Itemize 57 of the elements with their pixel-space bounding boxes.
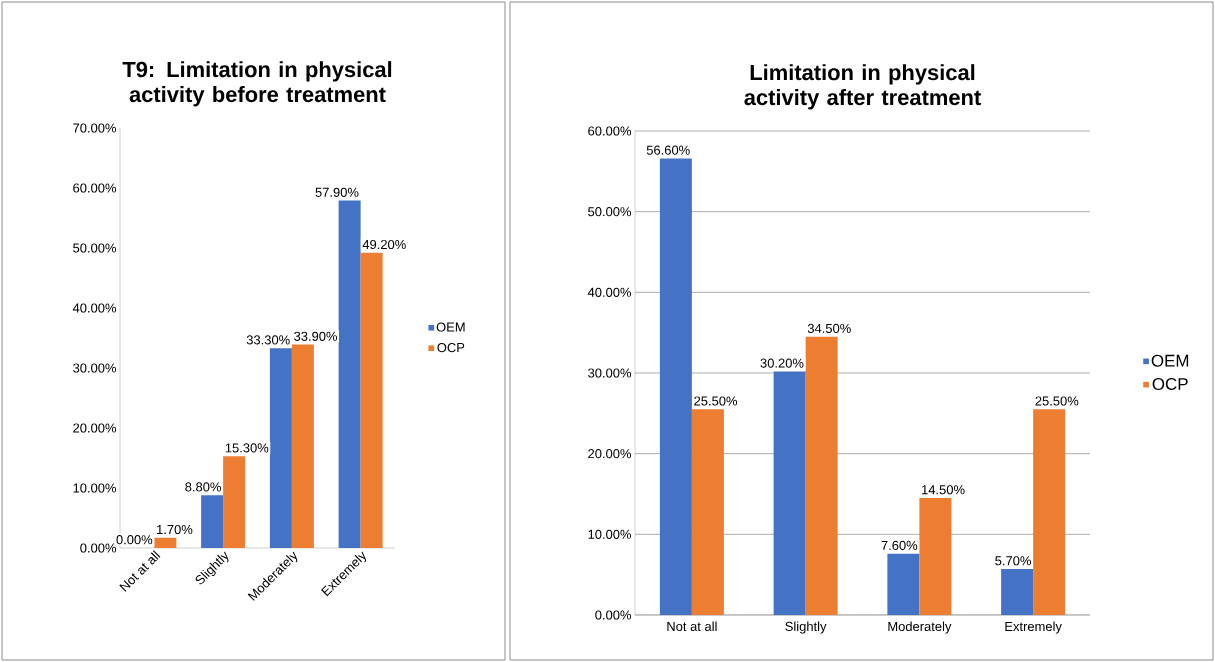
bar xyxy=(154,537,177,548)
data-label: 8.80% xyxy=(185,482,221,492)
chart-title: T9: Limitation in physical activity before treatment xyxy=(122,61,392,107)
legend-label: OCP xyxy=(437,342,465,353)
bar xyxy=(691,409,724,615)
x-tick-label: Moderately xyxy=(888,621,952,634)
y-tick-label: 60.00% xyxy=(588,126,632,136)
legend-label: OCP xyxy=(1152,377,1188,390)
y-tick-label: 50.00% xyxy=(588,207,632,217)
y-tick-label: 0.00% xyxy=(80,543,117,553)
x-tick-label: Not at all xyxy=(667,621,717,632)
y-tick-label: 10.00% xyxy=(73,483,117,493)
bar xyxy=(223,456,246,548)
x-tick-label: Not at all xyxy=(119,550,161,592)
y-tick-label: 40.00% xyxy=(72,303,117,313)
data-label: 33.30% xyxy=(246,335,290,345)
y-tick-label: 40.00% xyxy=(587,287,632,297)
data-label: 34.50% xyxy=(807,323,851,333)
bar xyxy=(1033,409,1066,615)
data-label: 25.50% xyxy=(1035,396,1079,406)
data-label: 15.30% xyxy=(225,443,269,453)
data-label: 49.20% xyxy=(362,239,406,250)
bar xyxy=(887,553,920,615)
x-tick-label: Slightly xyxy=(785,621,827,634)
y-tick-label: 30.00% xyxy=(73,363,117,373)
data-label: 1.70% xyxy=(157,524,193,535)
data-label: 33.90% xyxy=(294,331,338,341)
bar xyxy=(1001,569,1034,615)
data-label: 14.50% xyxy=(922,485,965,495)
y-tick-label: 30.00% xyxy=(588,368,632,378)
y-tick-label: 20.00% xyxy=(588,449,632,459)
data-label: 5.70% xyxy=(995,556,1031,566)
data-label: 30.20% xyxy=(760,358,804,368)
data-label: 0.00% xyxy=(116,535,153,545)
y-tick-label: 0.00% xyxy=(595,610,632,620)
legend-label: OEM xyxy=(1151,354,1189,367)
x-tick-label: Extremely xyxy=(1005,621,1062,634)
bar xyxy=(805,336,838,615)
bar xyxy=(338,200,361,548)
data-label: 56.60% xyxy=(646,145,690,155)
data-label: 25.50% xyxy=(694,396,738,406)
bar xyxy=(659,158,692,615)
bar xyxy=(360,252,383,548)
bar xyxy=(269,348,292,548)
bar xyxy=(919,498,952,615)
y-tick-label: 10.00% xyxy=(588,529,632,539)
legend-label: OEM xyxy=(436,322,465,332)
y-tick-label: 70.00% xyxy=(73,123,117,133)
bar xyxy=(201,495,224,548)
data-label: 57.90% xyxy=(315,187,359,197)
bar xyxy=(773,371,806,615)
y-tick-label: 20.00% xyxy=(73,423,117,433)
y-tick-label: 60.00% xyxy=(73,183,117,193)
y-tick-label: 50.00% xyxy=(73,243,117,253)
data-label: 7.60% xyxy=(881,540,918,550)
chart-title: Limitation in physical activity after treatment xyxy=(744,64,981,110)
bar xyxy=(291,344,314,548)
